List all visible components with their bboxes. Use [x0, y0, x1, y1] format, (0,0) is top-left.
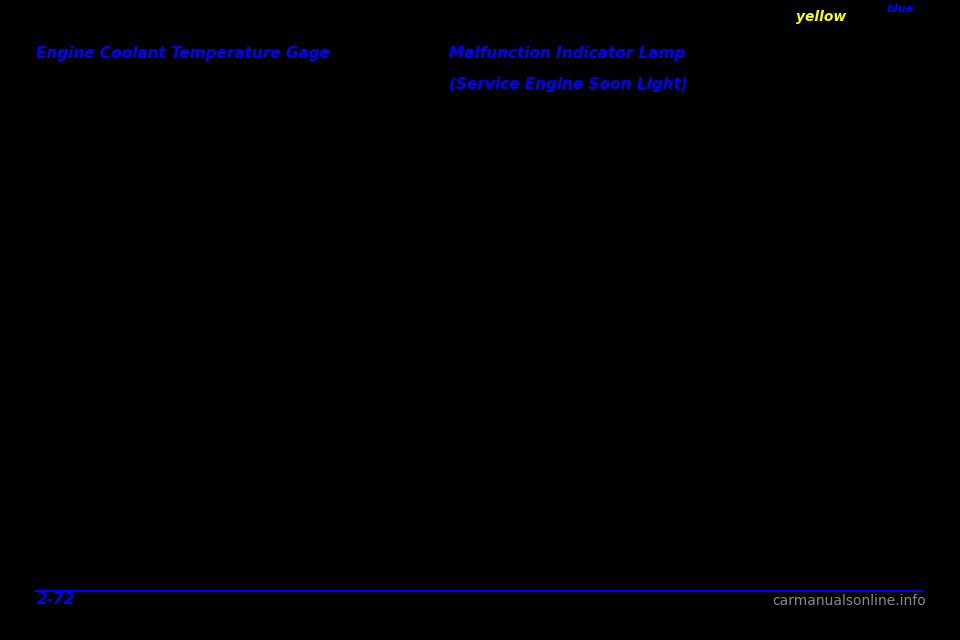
Text: Malfunction Indicator Lamp: Malfunction Indicator Lamp — [449, 46, 685, 61]
Text: Engine Coolant Temperature Gage: Engine Coolant Temperature Gage — [36, 46, 330, 61]
Text: yellow: yellow — [797, 10, 847, 24]
Text: 2-72: 2-72 — [36, 592, 75, 607]
Text: (Service Engine Soon Light): (Service Engine Soon Light) — [449, 77, 688, 92]
Text: carmanualsonline.info: carmanualsonline.info — [773, 594, 926, 608]
Text: blue: blue — [887, 4, 914, 15]
